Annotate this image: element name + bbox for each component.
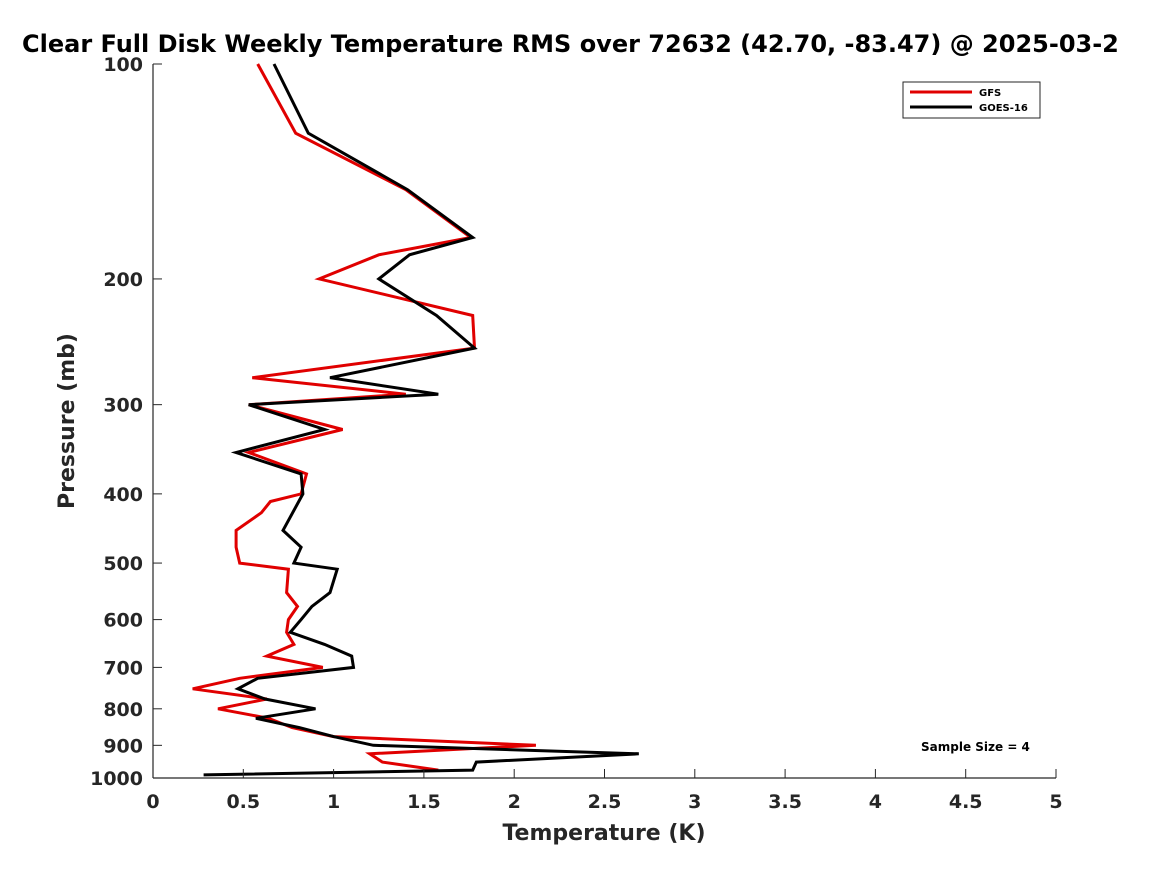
x-tick-label: 3.5 xyxy=(768,791,802,813)
y-tick-label: 1000 xyxy=(90,768,143,790)
x-tick-label: 5 xyxy=(1049,791,1062,813)
legend-gfs-label: GFS xyxy=(979,88,1001,99)
y-tick-label: 100 xyxy=(103,54,143,76)
x-tick-label: 1 xyxy=(327,791,340,813)
y-axis-label: Pressure (mb) xyxy=(55,333,80,509)
series-line-goes16 xyxy=(203,63,639,777)
y-tick-label: 600 xyxy=(103,610,143,632)
x-tick-label: 1.5 xyxy=(407,791,441,813)
y-tick-label: 900 xyxy=(103,735,143,757)
x-axis-label: Temperature (K) xyxy=(502,821,705,846)
series-layer xyxy=(192,63,639,777)
legend-box xyxy=(902,81,1041,119)
x-tick-label: 0 xyxy=(146,791,159,813)
y-tick-label: 300 xyxy=(103,395,143,417)
x-tick-label: 3 xyxy=(688,791,701,813)
plot-area xyxy=(153,64,1056,778)
y-tick-label: 700 xyxy=(103,657,143,679)
x-tick-label: 0.5 xyxy=(226,791,260,813)
sample-size-annotation: Sample Size = 4 xyxy=(921,740,1030,754)
y-tick-label: 200 xyxy=(103,269,143,291)
series-line-gfs xyxy=(192,63,536,772)
y-axis-ticks: 100 200 300 400 500 600 700 800 900 1000 xyxy=(90,54,162,790)
legend-goes16-label: GOES-16 xyxy=(979,103,1028,114)
x-axis-ticks: 0 0.5 1 1.5 2 2.5 3 3.5 4 4.5 5 xyxy=(146,769,1063,813)
y-tick-label: 400 xyxy=(103,484,143,506)
x-tick-label: 4.5 xyxy=(949,791,983,813)
legend: GFS GOES-16 xyxy=(902,81,1041,119)
x-tick-label: 2.5 xyxy=(588,791,622,813)
x-tick-label: 4 xyxy=(869,791,882,813)
y-tick-label: 800 xyxy=(103,699,143,721)
chart-title: Clear Full Disk Weekly Temperature RMS o… xyxy=(22,30,1119,58)
y-tick-label: 500 xyxy=(103,553,143,575)
x-tick-label: 2 xyxy=(508,791,521,813)
